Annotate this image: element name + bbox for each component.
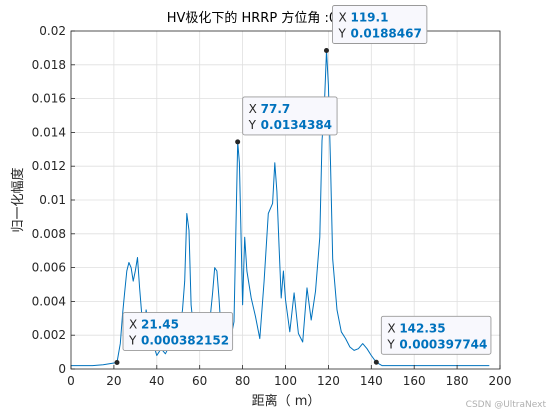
datatip-box	[242, 96, 338, 136]
datatip-marker	[235, 139, 241, 145]
y-tick-label: 0.014	[32, 125, 66, 139]
datatip-x-value: 119.1	[350, 10, 388, 24]
datatip-marker	[323, 47, 329, 53]
datatip-y-value: 0.000397744	[399, 337, 487, 351]
x-tick-label: 180	[446, 374, 469, 388]
datatip-layer[interactable]: X 21.45 Y 0.000382152 X 77.7 Y 0.0134384 X 119.1 Y…	[114, 5, 492, 366]
datatip-y-key: Y	[386, 337, 395, 351]
datatip-x-key: X	[387, 321, 395, 335]
datatip-y-key: Y	[128, 334, 137, 348]
y-tick-label: 0.012	[32, 159, 66, 173]
datatip-y-key: Y	[248, 118, 257, 132]
y-tick-label: 0.006	[32, 261, 66, 275]
datatip-marker	[114, 360, 120, 366]
datatip-0[interactable]: X 21.45 Y 0.000382152	[114, 312, 234, 366]
datatip-x-key: X	[249, 102, 257, 116]
x-tick-label: 140	[360, 374, 383, 388]
x-tick-label: 40	[149, 374, 164, 388]
datatip-x-value: 77.7	[261, 102, 291, 116]
datatip-3[interactable]: X 142.35 Y 0.000397744	[373, 315, 492, 365]
y-axis-title: 归一化幅度	[10, 167, 26, 232]
y-tick-label: 0.016	[32, 92, 66, 106]
datatip-marker	[373, 359, 379, 365]
datatip-x-key: X	[129, 318, 137, 332]
x-tick-label: 80	[235, 374, 250, 388]
datatip-box	[332, 5, 428, 44]
datatip-x-value: 21.45	[141, 318, 179, 332]
x-tick-label: 200	[489, 374, 512, 388]
datatip-y-value: 0.0134384	[261, 118, 332, 132]
x-tick-label: 0	[67, 374, 75, 388]
y-tick-label: 0.004	[32, 294, 66, 308]
datatip-box	[380, 315, 492, 355]
y-tick-label: 0	[58, 362, 66, 376]
watermark-text: CSDN @UltraNext	[466, 400, 547, 410]
datatip-y-key: Y	[337, 26, 346, 40]
datatip-y-value: 0.0188467	[350, 26, 421, 40]
y-tick-label: 0.01	[39, 193, 66, 207]
datatip-2[interactable]: X 119.1 Y 0.0188467	[323, 5, 428, 53]
datatip-y-value: 0.000382152	[141, 334, 229, 348]
datatip-1[interactable]: X 77.7 Y 0.0134384	[235, 96, 338, 145]
datatip-x-key: X	[338, 10, 346, 24]
y-tick-label: 0.02	[39, 24, 66, 38]
x-tick-label: 120	[317, 374, 340, 388]
x-tick-label: 60	[192, 374, 207, 388]
y-tick-label: 0.008	[32, 227, 66, 241]
datatip-x-value: 142.35	[399, 321, 445, 335]
x-tick-label: 20	[106, 374, 121, 388]
x-tick-label: 100	[274, 374, 297, 388]
y-tick-label: 0.002	[32, 328, 66, 342]
x-tick-label: 160	[403, 374, 426, 388]
x-axis-title: 距离（ m）	[252, 393, 321, 409]
y-tick-label: 0.018	[32, 58, 66, 72]
tick-layer: 0 20 40 60 80 100 120 140 160 180 200 0 0.002 0.004 0.…	[32, 24, 512, 388]
datatip-box	[122, 312, 234, 351]
